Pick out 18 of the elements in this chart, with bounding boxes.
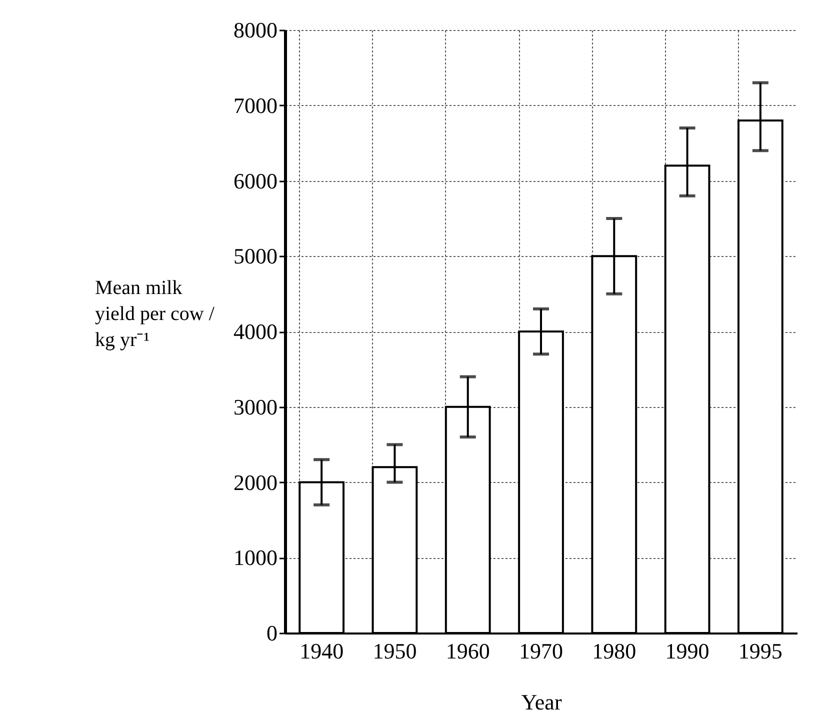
x-tick-label: 1950: [372, 638, 417, 664]
y-tick-label: 2000: [234, 470, 278, 495]
y-axis-title: Mean milk yield per cow / kg yr⁻¹: [95, 276, 216, 353]
y-tick-label: 5000: [234, 244, 278, 269]
x-axis-title: Year: [521, 690, 562, 714]
y-tick-label: 0: [266, 620, 278, 646]
x-tick-label: 1960: [446, 638, 490, 664]
x-tick-label: 1995: [738, 638, 782, 664]
x-tick-label: 1990: [665, 638, 710, 664]
y-tick-label: 4000: [234, 319, 278, 344]
y-tick-label: 1000: [234, 545, 278, 570]
y-tick-label: 3000: [234, 394, 278, 420]
x-tick-label: 1980: [592, 638, 636, 664]
y-tick-label: 6000: [234, 168, 278, 194]
x-tick-label: 1970: [519, 638, 563, 664]
y-tick-label: 7000: [234, 92, 278, 118]
y-tick-label: 8000: [234, 18, 278, 42]
x-tick-label: 1940: [300, 638, 344, 664]
